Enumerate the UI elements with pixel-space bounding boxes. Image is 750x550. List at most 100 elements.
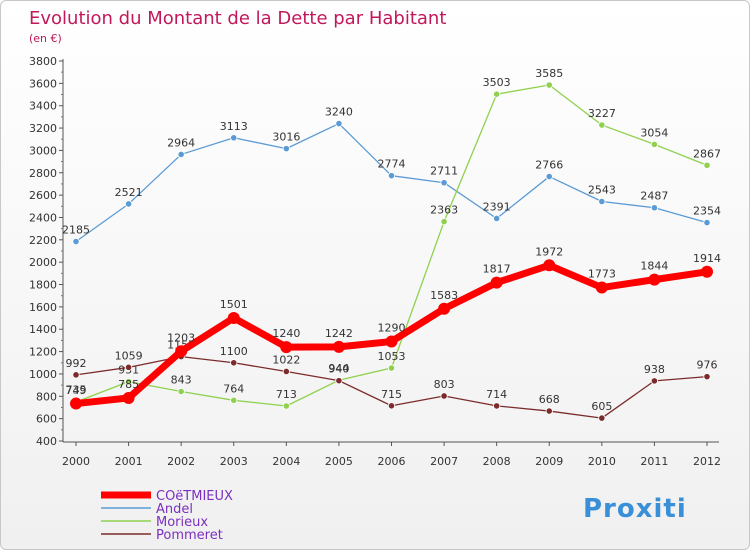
data-point (703, 373, 711, 381)
data-label: 668 (539, 393, 560, 406)
legend-item: Pommeret (101, 528, 223, 543)
data-label: 992 (66, 357, 87, 370)
data-label: 2391 (483, 200, 511, 213)
data-point (650, 140, 659, 148)
y-tick-label: 1200 (29, 346, 57, 359)
legend-item: Andel (101, 502, 193, 517)
data-label: 1100 (220, 345, 248, 358)
data-point (438, 302, 451, 315)
x-tick-label: 2010 (588, 455, 616, 468)
y-tick-label: 2600 (29, 189, 57, 202)
y-tick-label: 800 (36, 390, 57, 403)
data-point (175, 345, 188, 358)
y-tick-label: 600 (36, 413, 57, 426)
y-tick-label: 3800 (29, 55, 57, 68)
x-tick-label: 2005 (325, 455, 353, 468)
data-label: 3240 (325, 106, 353, 119)
data-label: 1972 (535, 245, 563, 258)
data-label: 976 (697, 359, 718, 372)
y-tick-label: 2800 (29, 167, 57, 180)
data-point (72, 371, 80, 379)
legend-label: Morieux (156, 515, 208, 530)
data-label: 3054 (640, 126, 668, 139)
x-tick-label: 2000 (62, 455, 90, 468)
data-point (227, 311, 240, 324)
series-andel: 2185 2521 2964 3113 3016 3240 2774 2711 2391 2766… (62, 106, 721, 246)
data-point (230, 359, 238, 367)
data-point (335, 377, 343, 385)
data-label: 1290 (378, 322, 406, 335)
chart-axes: 400 600 800 1000 1200 1400 1600 1800 2000 2200 240… (29, 55, 721, 468)
y-tick-label: 1600 (29, 301, 57, 314)
data-label: 3113 (220, 120, 248, 133)
data-point (230, 134, 238, 142)
data-label: 1773 (588, 268, 616, 281)
y-tick-label: 3600 (29, 77, 57, 90)
y-tick-label: 3400 (29, 100, 57, 113)
data-point (650, 377, 659, 385)
data-label: 713 (276, 388, 297, 401)
data-point (543, 259, 556, 272)
x-tick-label: 2008 (483, 455, 511, 468)
data-label: 605 (591, 400, 612, 413)
data-point (490, 276, 503, 289)
data-point (703, 161, 711, 169)
data-point (124, 363, 133, 371)
data-label: 2774 (378, 158, 406, 171)
data-point (648, 273, 661, 286)
chart-subtitle: (en €) (29, 32, 62, 45)
data-label: 1583 (430, 289, 458, 302)
x-tick-label: 2001 (115, 455, 143, 468)
data-label: 2487 (640, 190, 668, 203)
data-label: 1053 (378, 350, 406, 363)
data-label: 2766 (535, 159, 563, 172)
y-tick-label: 2400 (29, 211, 57, 224)
data-label: 2521 (115, 186, 143, 199)
data-label: 1844 (640, 260, 668, 273)
data-label: 938 (644, 363, 665, 376)
data-label: 1022 (272, 353, 300, 366)
data-point (493, 90, 501, 98)
x-tick-label: 2011 (640, 455, 668, 468)
y-tick-label: 3200 (29, 122, 57, 135)
legend-label: Andel (156, 502, 193, 517)
data-label: 2867 (693, 147, 721, 160)
x-tick-label: 2002 (167, 455, 195, 468)
data-point (230, 396, 238, 404)
y-tick-label: 1800 (29, 279, 57, 292)
data-label: 843 (171, 373, 192, 386)
data-label: 2964 (167, 136, 195, 149)
data-point (280, 341, 293, 354)
data-point (282, 367, 290, 376)
data-label: 714 (486, 388, 507, 401)
chart-title: Evolution du Montant de la Dette par Hab… (29, 8, 446, 29)
x-tick-label: 2007 (430, 455, 458, 468)
data-label: 749 (66, 384, 87, 397)
proxiti-logo: Proxiti (583, 494, 686, 524)
legend-item: COëTMIEUX (101, 489, 233, 504)
data-point (124, 200, 133, 208)
data-point (124, 378, 133, 386)
data-label: 940 (328, 363, 349, 376)
data-label: 764 (223, 382, 244, 395)
data-label: 715 (381, 388, 402, 401)
data-point (387, 364, 396, 372)
legend-item: Morieux (101, 515, 208, 530)
y-tick-label: 3000 (29, 144, 57, 157)
y-tick-label: 1000 (29, 368, 57, 381)
y-tick-label: 1400 (29, 323, 57, 336)
data-point (595, 281, 608, 294)
data-label: 1914 (693, 252, 721, 265)
y-tick-label: 2000 (29, 256, 57, 269)
data-label: 1059 (115, 349, 143, 362)
data-label: 3585 (535, 67, 563, 80)
data-point (650, 204, 659, 212)
data-point (545, 81, 553, 89)
data-label: 3016 (272, 131, 300, 144)
data-point (598, 197, 606, 206)
data-point (72, 237, 80, 246)
data-point (440, 392, 448, 400)
